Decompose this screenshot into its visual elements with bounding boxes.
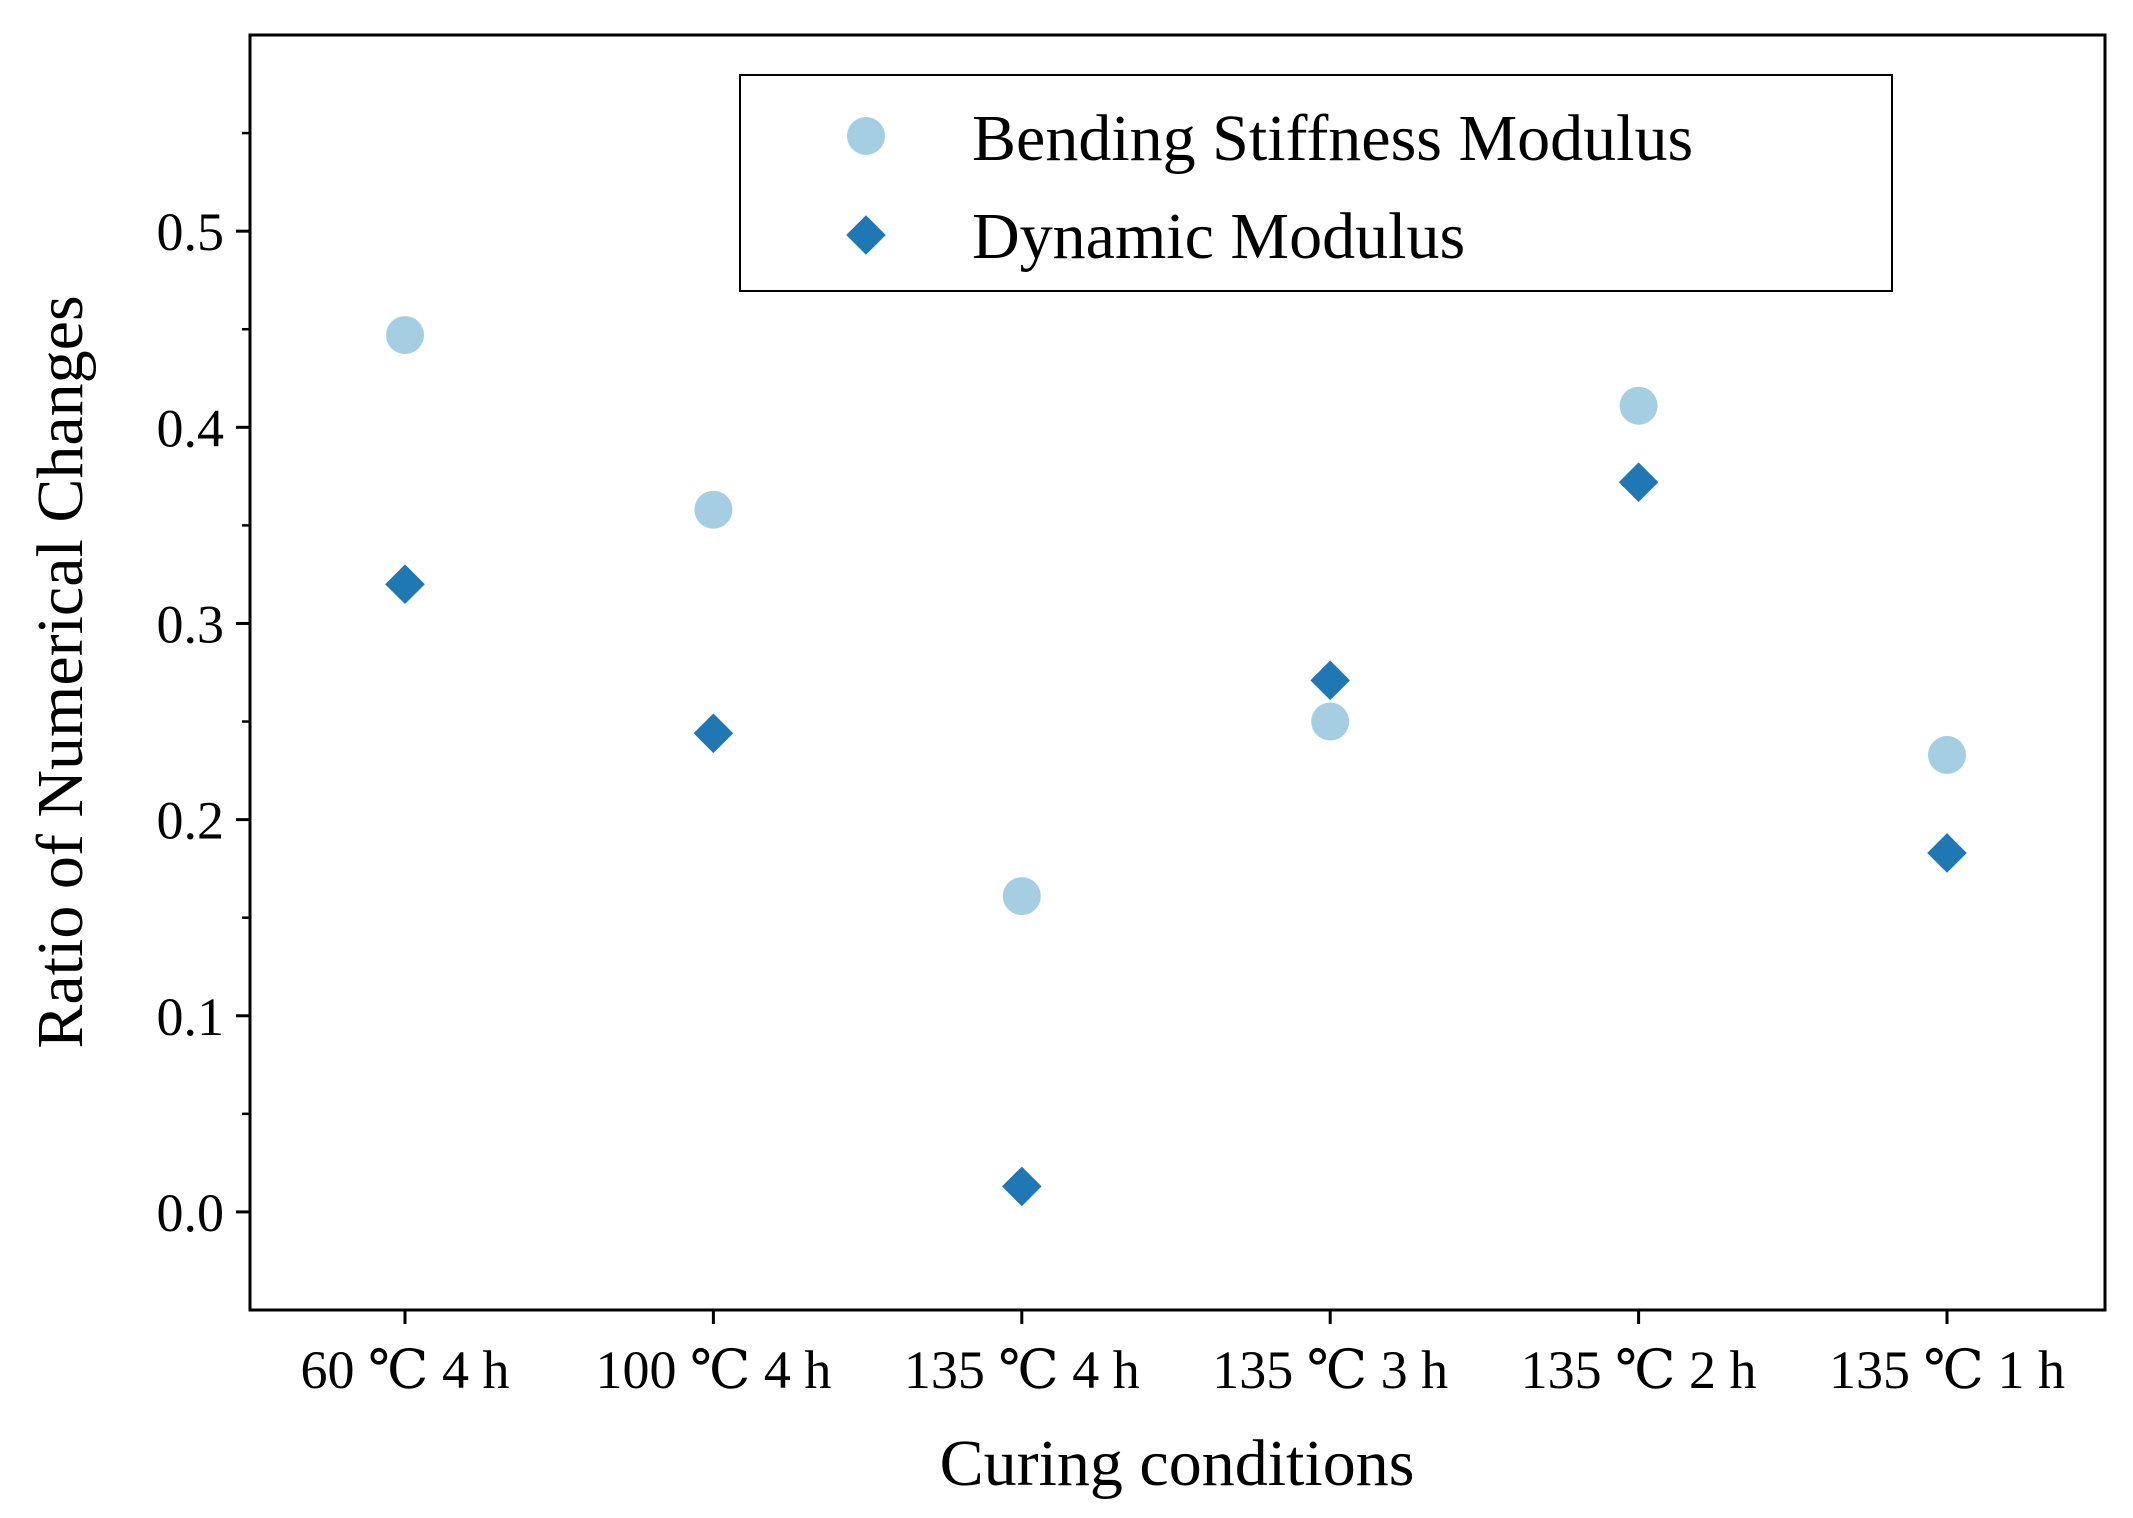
x-axis-label: Curing conditions [940,1427,1415,1500]
plot-frame [248,33,2107,1312]
point-dynamic-modulus [1927,833,1967,873]
point-bending-stiffness-modulus [694,490,733,529]
point-dynamic-modulus [385,564,425,605]
y-axis: 0.0 0.1 0.2 0.3 0.4 0.5 [157,131,250,1243]
legend-marker-dynamic-modulus [846,215,886,255]
x-tick-label: 100 ℃ 4 h [595,1340,831,1400]
legend-label-bending-stiffness-modulus: Bending Stiffness Modulus [972,102,1693,175]
point-bending-stiffness-modulus [1619,386,1658,425]
point-dynamic-modulus [1002,1166,1042,1207]
x-tick-label: 135 ℃ 2 h [1521,1340,1757,1400]
point-bending-stiffness-modulus [1002,877,1041,916]
point-bending-stiffness-modulus [1311,702,1350,741]
x-tick-label: 135 ℃ 4 h [904,1340,1140,1400]
y-tick-label: 0.5 [157,202,225,262]
legend-marker-bending-stiffness-modulus [847,117,885,155]
point-dynamic-modulus [1310,660,1350,701]
y-tick-label: 0.3 [157,594,225,654]
x-tick-label: 135 ℃ 3 h [1212,1340,1448,1400]
x-tick-label: 60 ℃ 4 h [301,1340,510,1400]
point-bending-stiffness-modulus [386,316,424,355]
y-tick-label: 0.1 [157,987,225,1047]
x-axis: 60 ℃ 4 h 100 ℃ 4 h 135 ℃ 4 h 135 ℃ 3 h 135 ℃… [301,1310,2065,1400]
y-tick-label: 0.4 [157,398,225,458]
x-tick-label: 135 ℃ 1 h [1829,1340,2065,1400]
y-tick-label: 0.2 [157,791,225,851]
point-bending-stiffness-modulus [1928,735,1966,774]
legend: Bending Stiffness Modulus Dynamic Modulu… [739,74,1893,292]
legend-label-dynamic-modulus: Dynamic Modulus [972,200,1465,273]
legend-frame [739,74,1893,292]
y-axis-label: Ratio of Numerical Changes [24,295,97,1048]
y-tick-label: 0.0 [157,1183,225,1243]
point-dynamic-modulus [693,713,734,754]
marks-layer [385,316,1967,1207]
